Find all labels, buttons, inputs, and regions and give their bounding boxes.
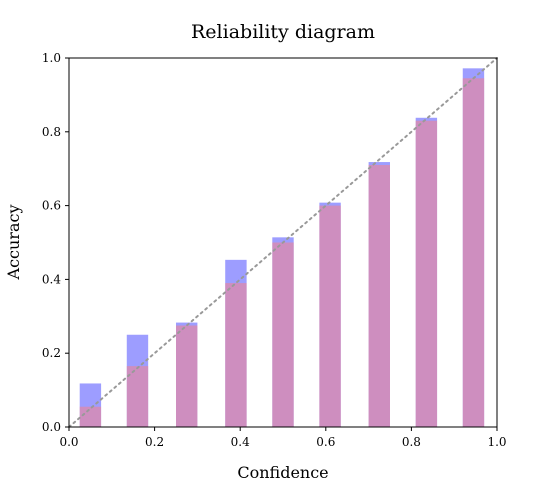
bar-series-2-bin-5	[272, 242, 294, 427]
x-tick-label: 0.0	[59, 435, 78, 449]
x-tick-label: 0.6	[316, 435, 335, 449]
y-tick-label: 1.0	[42, 51, 61, 65]
x-axis-label: Confidence	[237, 463, 328, 480]
bar-series-2-bin-1	[79, 406, 102, 427]
bar-series-2-bin-4	[225, 283, 247, 427]
plot-area	[68, 57, 498, 428]
x-tick-label: 1.0	[487, 435, 506, 449]
x-tick-label: 0.4	[231, 435, 250, 449]
bar-series-2-bin-9	[462, 78, 485, 428]
perfect-calibration-line	[68, 57, 498, 428]
bar-series-2-bin-3	[176, 325, 198, 427]
chart-title: Reliability diagram	[191, 21, 375, 43]
y-tick-label: 0.8	[42, 125, 61, 139]
y-tick-label: 0.6	[42, 199, 61, 213]
y-tick-label: 0.0	[42, 420, 61, 434]
bar-series-2-bin-6	[319, 205, 341, 427]
x-tick-label: 0.8	[402, 435, 421, 449]
plot-frame	[68, 57, 498, 428]
bar-series-2-bin-8	[415, 120, 438, 427]
y-axis-label: Accuracy	[4, 205, 23, 281]
axis-ticks: 0.0 0.2 0.4 0.6 0.8 1.0 0.0 0.2 0.4 0.6 0.8 1.0	[42, 51, 507, 449]
x-tick-label: 0.2	[145, 435, 164, 449]
y-tick-label: 0.4	[42, 272, 61, 286]
bar-series-2-bin-2	[126, 366, 149, 427]
bar-series-2-bin-7	[368, 165, 390, 427]
y-tick-label: 0.2	[42, 346, 61, 360]
